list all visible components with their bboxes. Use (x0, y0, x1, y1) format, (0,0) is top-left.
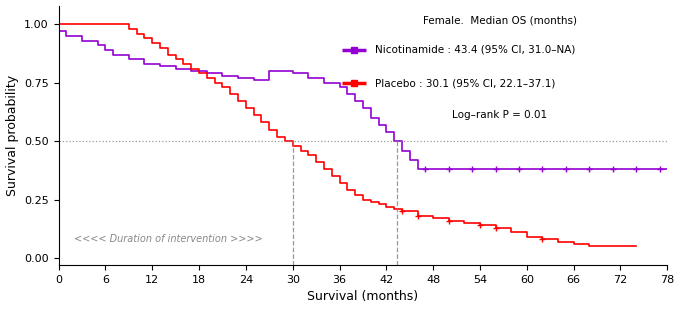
Y-axis label: Survival probability: Survival probability (5, 75, 18, 196)
Text: Female.  Median OS (months): Female. Median OS (months) (423, 16, 577, 26)
X-axis label: Survival (months): Survival (months) (307, 290, 418, 303)
Text: Log–rank P = 0.01: Log–rank P = 0.01 (452, 110, 547, 120)
Text: <<<< Duration of intervention >>>>: <<<< Duration of intervention >>>> (74, 234, 262, 244)
Text: Placebo : 30.1 (95% CI, 22.1–37.1): Placebo : 30.1 (95% CI, 22.1–37.1) (375, 78, 556, 88)
Text: Nicotinamide : 43.4 (95% CI, 31.0–NA): Nicotinamide : 43.4 (95% CI, 31.0–NA) (375, 45, 575, 55)
